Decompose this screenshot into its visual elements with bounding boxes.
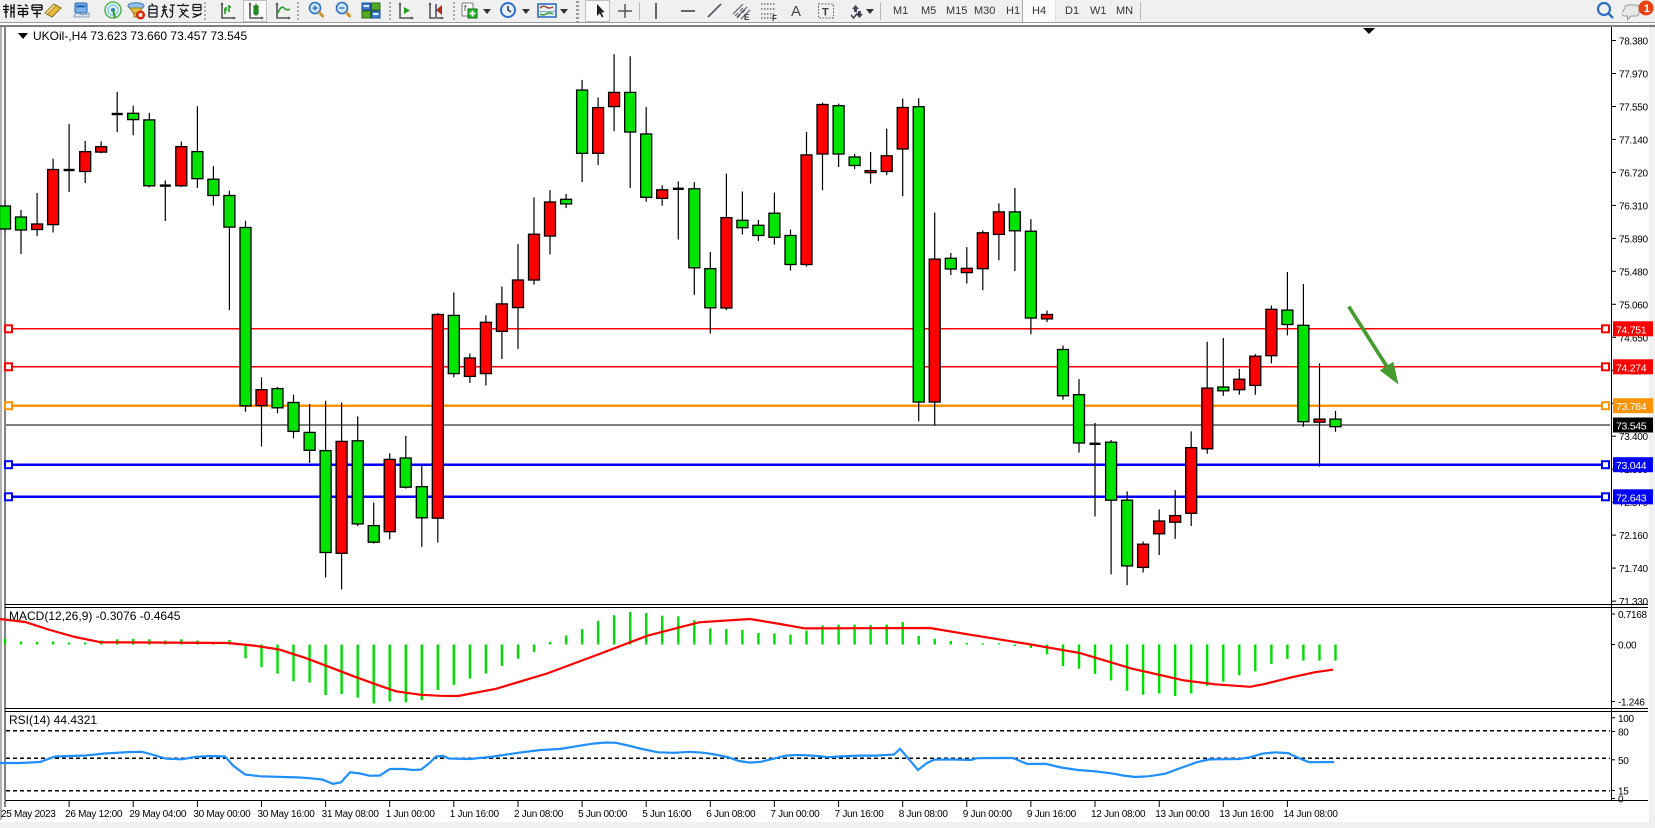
svg-text:13 Jun 16:00: 13 Jun 16:00 xyxy=(1219,809,1274,820)
svg-text:77.140: 77.140 xyxy=(1619,135,1649,146)
svg-text:13 Jun 00:00: 13 Jun 00:00 xyxy=(1155,809,1210,820)
svg-text:71.740: 71.740 xyxy=(1619,564,1649,575)
svg-text:1 Jun 00:00: 1 Jun 00:00 xyxy=(386,809,436,820)
svg-text:77.970: 77.970 xyxy=(1619,70,1649,81)
svg-text:9 Jun 00:00: 9 Jun 00:00 xyxy=(963,809,1013,820)
svg-text:26 May 12:00: 26 May 12:00 xyxy=(65,809,123,820)
svg-text:5 Jun 00:00: 5 Jun 00:00 xyxy=(578,809,628,820)
svg-text:71.330: 71.330 xyxy=(1619,597,1649,608)
svg-text:6 Jun 08:00: 6 Jun 08:00 xyxy=(706,809,756,820)
svg-text:0: 0 xyxy=(1618,795,1624,806)
svg-text:f: f xyxy=(464,4,467,13)
svg-text:5 Jun 16:00: 5 Jun 16:00 xyxy=(642,809,692,820)
svg-text:74.274: 74.274 xyxy=(1616,362,1647,374)
svg-text:73.784: 73.784 xyxy=(1616,401,1647,413)
svg-text:72.643: 72.643 xyxy=(1616,492,1647,504)
svg-text:12 Jun 08:00: 12 Jun 08:00 xyxy=(1091,809,1146,820)
svg-text:73.044: 73.044 xyxy=(1616,460,1647,472)
svg-text:1: 1 xyxy=(1644,3,1650,15)
svg-text:MACD(12,26,9) -0.3076 -0.4645: MACD(12,26,9) -0.3076 -0.4645 xyxy=(9,609,181,623)
svg-text:7 Jun 00:00: 7 Jun 00:00 xyxy=(770,809,820,820)
svg-text:RSI(14) 44.4321: RSI(14) 44.4321 xyxy=(9,713,97,727)
svg-text:E: E xyxy=(744,13,750,22)
svg-text:76.310: 76.310 xyxy=(1619,201,1649,212)
svg-text:73.545: 73.545 xyxy=(1616,421,1647,433)
svg-text:77.550: 77.550 xyxy=(1619,103,1649,114)
svg-text:74.650: 74.650 xyxy=(1619,333,1649,344)
svg-text:74.751: 74.751 xyxy=(1616,324,1647,336)
svg-text:0.00: 0.00 xyxy=(1618,641,1637,652)
svg-text:0.7168: 0.7168 xyxy=(1618,610,1648,621)
svg-text:30 May 16:00: 30 May 16:00 xyxy=(258,809,316,820)
svg-text:30 May 00:00: 30 May 00:00 xyxy=(193,809,251,820)
svg-text:-1.246: -1.246 xyxy=(1618,698,1645,709)
svg-text:7 Jun 16:00: 7 Jun 16:00 xyxy=(835,809,885,820)
svg-text:76.720: 76.720 xyxy=(1619,168,1649,179)
svg-text:2 Jun 08:00: 2 Jun 08:00 xyxy=(514,809,564,820)
svg-text:15: 15 xyxy=(1618,787,1629,798)
svg-text:100: 100 xyxy=(1618,714,1635,725)
svg-text:1 Jun 16:00: 1 Jun 16:00 xyxy=(450,809,500,820)
svg-text:29 May 04:00: 29 May 04:00 xyxy=(129,809,187,820)
svg-text:UKOil-,H4 73.623 73.660 73.45: UKOil-,H4 73.623 73.660 73.457 73.545 xyxy=(33,29,247,43)
svg-text:50: 50 xyxy=(1618,756,1629,767)
svg-text:31 May 08:00: 31 May 08:00 xyxy=(322,809,380,820)
svg-text:9 Jun 16:00: 9 Jun 16:00 xyxy=(1027,809,1077,820)
svg-text:75.480: 75.480 xyxy=(1619,267,1649,278)
svg-text:14 Jun 08:00: 14 Jun 08:00 xyxy=(1283,809,1338,820)
svg-text:T: T xyxy=(822,7,829,19)
svg-text:80: 80 xyxy=(1618,727,1629,738)
svg-text:78.380: 78.380 xyxy=(1619,37,1649,48)
svg-text:75.060: 75.060 xyxy=(1619,300,1649,311)
svg-text:75.890: 75.890 xyxy=(1619,234,1649,245)
svg-text:F: F xyxy=(772,14,777,22)
svg-text:8 Jun 08:00: 8 Jun 08:00 xyxy=(899,809,949,820)
svg-text:72.160: 72.160 xyxy=(1619,531,1649,542)
svg-text:25 May 2023: 25 May 2023 xyxy=(1,809,56,820)
svg-text:A: A xyxy=(791,3,801,20)
svg-text:73.400: 73.400 xyxy=(1619,432,1649,443)
